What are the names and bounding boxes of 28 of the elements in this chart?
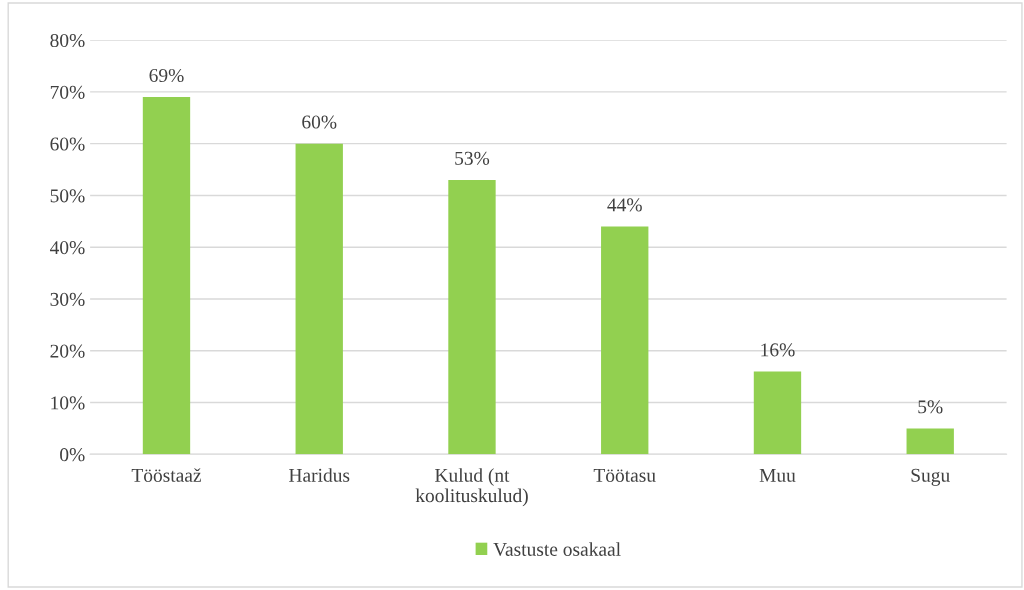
- x-tick-label: Haridus: [289, 468, 350, 482]
- y-tick-label: 70%: [50, 85, 85, 99]
- bar: [601, 226, 649, 455]
- bar: [753, 371, 802, 455]
- bar: [142, 97, 191, 455]
- bar: [906, 428, 954, 455]
- data-label: 44%: [607, 198, 642, 212]
- y-tick-label: 50%: [50, 189, 85, 203]
- x-tick-label: Sugu: [911, 468, 950, 486]
- data-label: 60%: [302, 115, 337, 129]
- data-label: 5%: [918, 400, 943, 414]
- x-tick-label: Muu: [759, 468, 796, 482]
- bar: [448, 179, 496, 455]
- y-tick-label: 0%: [60, 448, 85, 462]
- bar: [295, 143, 343, 455]
- y-tick-label: 60%: [50, 137, 85, 151]
- x-tick-label: Töötasu: [593, 468, 656, 482]
- y-tick-label: 10%: [51, 396, 85, 410]
- x-tick-label: Kulud (nt koolituskulud): [415, 468, 528, 507]
- x-tick-label: Tööstaaž: [131, 468, 202, 482]
- legend-label: Vastuste osakaal: [493, 542, 621, 556]
- data-label: 53%: [455, 151, 490, 165]
- y-tick-label: 30%: [50, 292, 85, 306]
- data-label: 16%: [761, 343, 795, 357]
- y-tick-label: 20%: [50, 344, 85, 358]
- data-label: 69%: [149, 68, 184, 83]
- y-tick-label: 40%: [49, 241, 85, 255]
- y-tick-label: 80%: [50, 33, 85, 48]
